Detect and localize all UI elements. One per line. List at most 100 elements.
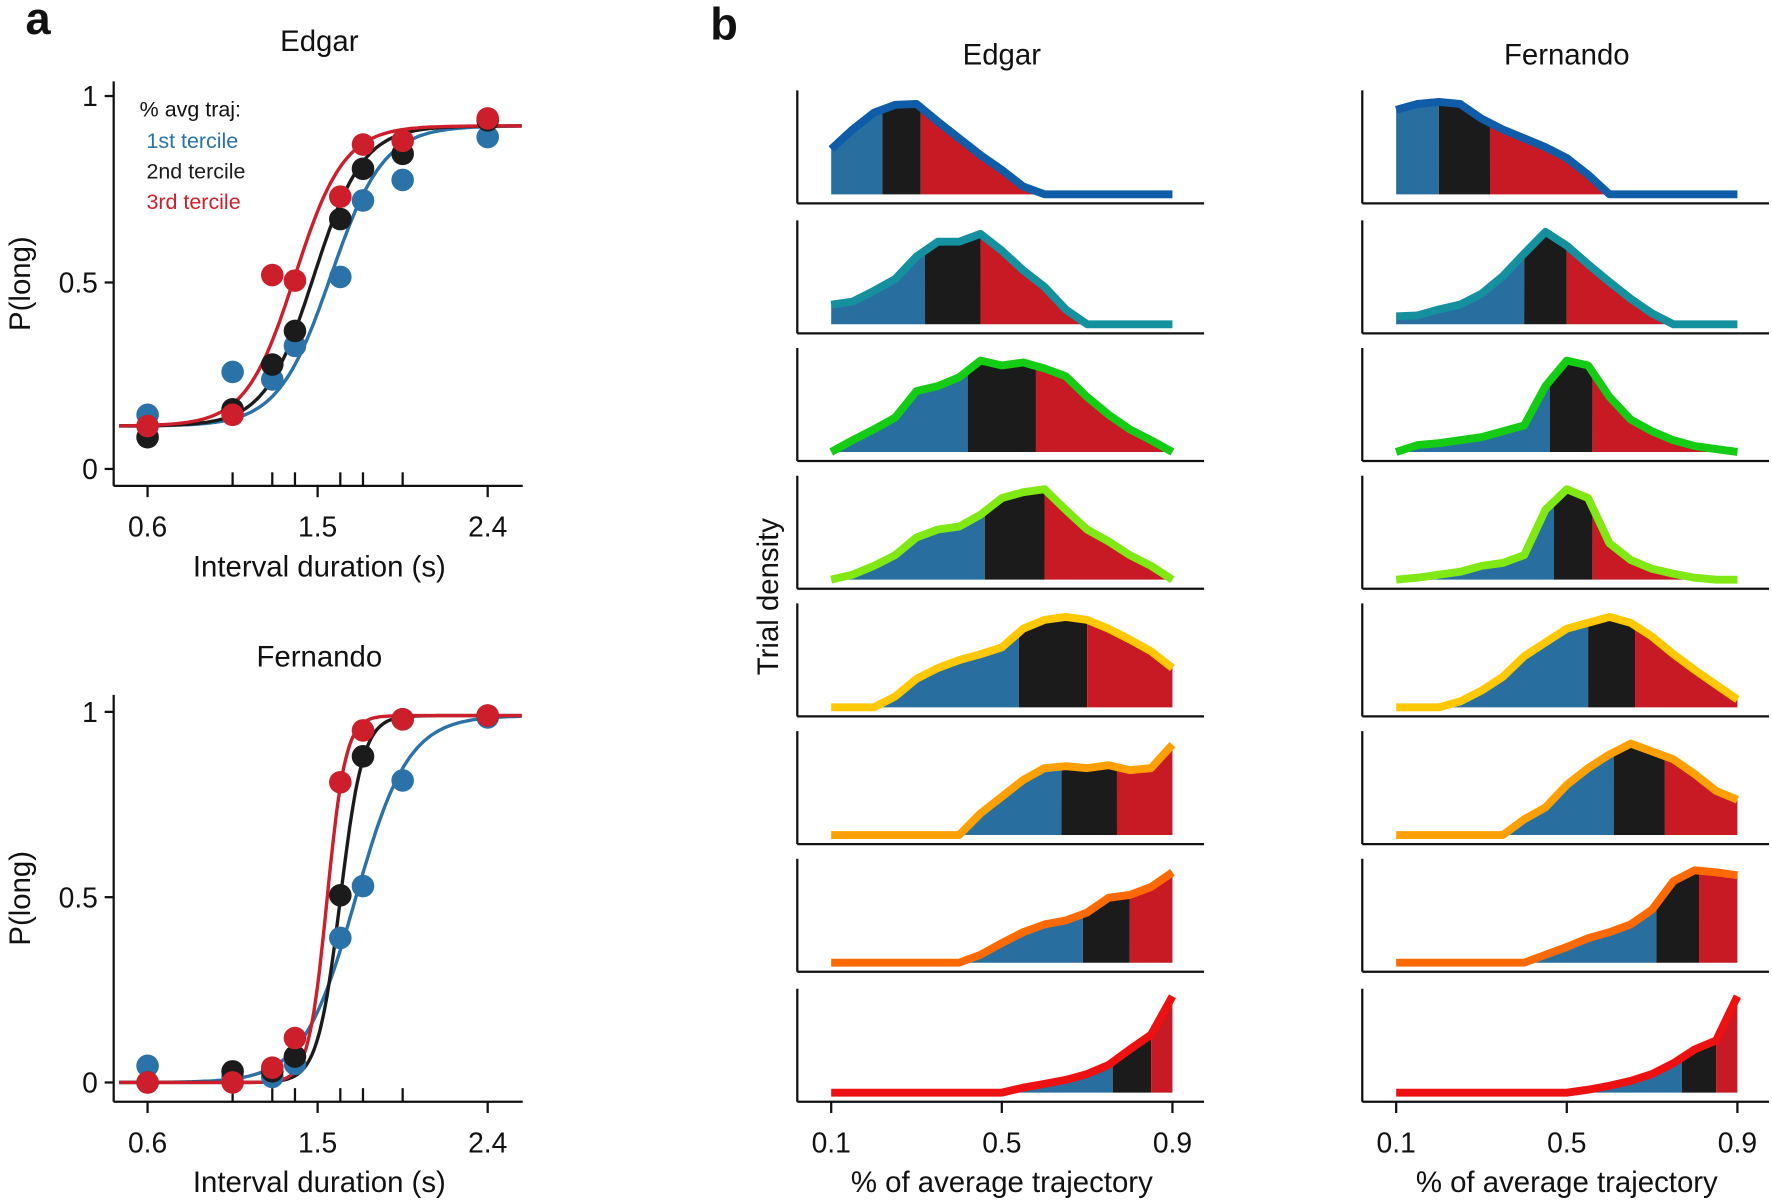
x-tick-label: 0.1 (1377, 1127, 1416, 1159)
tercile-3-area (980, 233, 1173, 325)
tercile-2-area (1018, 616, 1088, 708)
x-tick-label: 0.9 (1718, 1127, 1757, 1159)
data-point-tercile-3 (329, 185, 352, 209)
tercile-1-area (1396, 381, 1550, 452)
x-tick-label: 0.6 (128, 511, 167, 543)
tercile-1-area (831, 632, 1019, 708)
tercile-2-area (1553, 489, 1593, 580)
panel-label-b: b (710, 0, 738, 50)
data-point-tercile-1 (351, 874, 375, 898)
tercile-1-area (1396, 101, 1439, 195)
x-tick-label: 1.5 (298, 1127, 337, 1159)
density-panel-row-7 (796, 858, 1205, 973)
data-point-tercile-2 (329, 207, 352, 231)
data-point-tercile-1 (136, 1054, 159, 1078)
tercile-1-area (1396, 253, 1525, 325)
data-point-tercile-2 (351, 745, 375, 768)
y-axis-label: P(long) (4, 236, 37, 331)
tercile-2-area (1588, 616, 1636, 708)
x-tick-label: 0.6 (128, 1127, 167, 1159)
density-panel-row-2 (1361, 220, 1770, 335)
tercile-3-area (1664, 756, 1738, 836)
column-title: Fernando (1504, 38, 1630, 71)
density-outline (828, 100, 1173, 199)
data-point-tercile-3 (283, 1026, 307, 1050)
data-point-tercile-1 (221, 360, 244, 384)
tercile-3-area (1116, 744, 1173, 836)
y-tick-label: 0 (82, 453, 98, 485)
tercile-1-area (831, 766, 1062, 836)
tercile-2-area (967, 360, 1036, 452)
psychometric-plot-edgar: Edgar 0 0.5 1 0.6 1.5 2.4 Interval duration (s)… (4, 25, 523, 583)
density-outline (831, 612, 1175, 712)
data-point-tercile-3 (136, 414, 159, 438)
tercile-1-area (1396, 752, 1614, 836)
density-column-fernando: Fernando 0.1 0.5 0.9% of average trajectory (1361, 38, 1770, 1199)
data-point-tercile-2 (351, 157, 375, 181)
legend-item-tercile-2: 2nd tercile (146, 160, 245, 184)
tercile-2-area (1082, 894, 1130, 963)
data-point-tercile-1 (329, 265, 352, 289)
density-panel-row-4 (1361, 475, 1770, 590)
y-tick-label: 1 (82, 696, 98, 728)
density-panel-row-7 (1361, 858, 1770, 973)
y-axis-label: Trial density (752, 518, 785, 675)
x-tick-label: 0.5 (982, 1127, 1021, 1159)
density-panel-row-2 (796, 220, 1205, 335)
x-tick-label: 2.4 (468, 1127, 507, 1159)
legend-item-tercile-3: 3rd tercile (146, 190, 240, 214)
subplot-title: Edgar (280, 25, 359, 58)
tercile-2-area (1438, 101, 1491, 195)
x-axis-label: Interval duration (s) (193, 550, 446, 583)
data-point-tercile-2 (260, 353, 284, 376)
data-point-tercile-3 (221, 403, 244, 427)
data-point-tercile-1 (351, 189, 375, 212)
fit-curve-tercile-2 (119, 713, 522, 1085)
tercile-1-area (1396, 622, 1589, 708)
density-panel-row-8 (796, 988, 1205, 1103)
data-point-tercile-3 (476, 704, 499, 727)
tercile-2-area (984, 489, 1045, 580)
density-panel-row-6 (796, 731, 1205, 846)
density-panel-row-4 (796, 475, 1205, 590)
data-point-tercile-3 (260, 263, 284, 287)
density-panel-row-3 (796, 348, 1205, 463)
data-point-tercile-3 (351, 719, 375, 742)
density-panel-row-1 (1361, 90, 1770, 205)
tercile-2-area (882, 103, 921, 195)
tercile-1-area (1396, 1057, 1682, 1093)
density-outline (830, 229, 1173, 329)
x-tick-label: 0.5 (1547, 1127, 1586, 1159)
tercile-3-area (1087, 619, 1173, 708)
x-axis-label: % of average trajectory (851, 1166, 1153, 1199)
tercile-2-area (1549, 360, 1593, 452)
data-point-tercile-3 (351, 133, 375, 156)
x-tick-label: 0.9 (1153, 1127, 1192, 1159)
tercile-2-area (1656, 870, 1700, 963)
y-axis-label: P(long) (4, 851, 37, 946)
density-outline (1395, 97, 1738, 199)
x-axis-label: % of average trajectory (1416, 1166, 1718, 1199)
x-axis-label: Interval duration (s) (193, 1166, 446, 1199)
density-outline (831, 869, 1175, 967)
tercile-3-area (1592, 371, 1738, 452)
tercile-2-area (924, 233, 981, 325)
tercile-3-area (1035, 366, 1173, 452)
data-point-tercile-3 (221, 1071, 244, 1094)
density-column-edgar: Edgar 0.1 0.5 0.9% of average trajectory (796, 38, 1205, 1199)
data-point-tercile-3 (329, 770, 352, 794)
legend-title: % avg traj: (140, 97, 241, 121)
data-point-tercile-1 (391, 168, 414, 192)
density-panel-row-5 (796, 603, 1205, 718)
tercile-1-area (1396, 903, 1657, 963)
density-panel-row-3 (1361, 348, 1770, 463)
density-outline (830, 485, 1175, 584)
y-tick-label: 0.5 (59, 267, 98, 299)
tercile-2-area (1613, 743, 1665, 836)
x-tick-label: 2.4 (468, 511, 507, 543)
tercile-3-area (1566, 245, 1738, 325)
density-outline (1396, 739, 1739, 839)
data-point-tercile-3 (283, 269, 307, 292)
x-tick-label: 1.5 (298, 511, 337, 543)
tercile-1-area (831, 250, 926, 325)
